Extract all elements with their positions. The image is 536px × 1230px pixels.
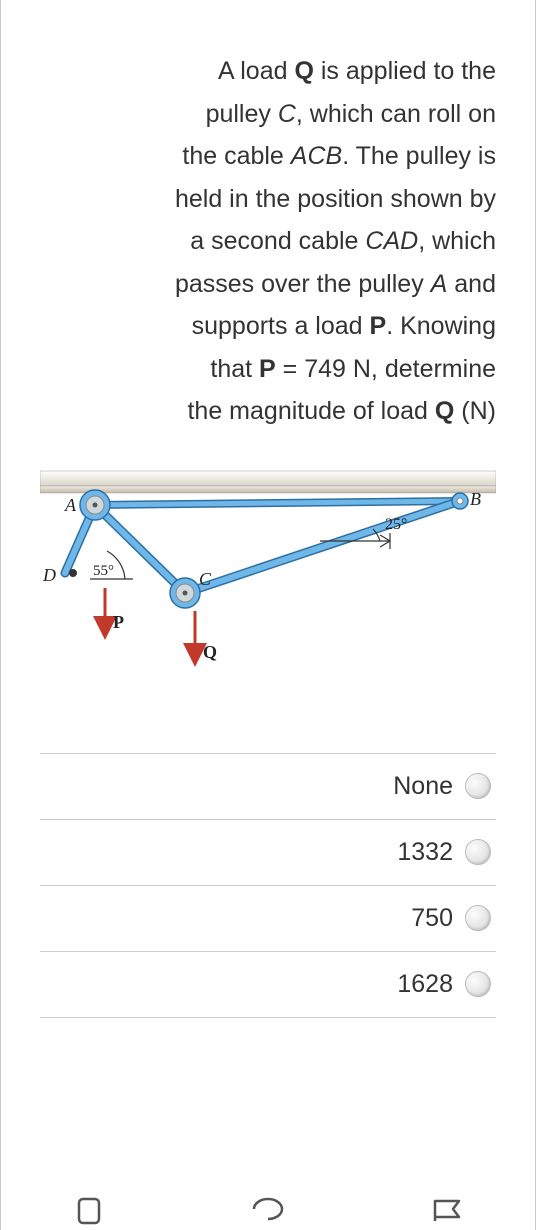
pulley-diagram: A B C D P Q 25° 55°: [40, 463, 496, 733]
svg-text:P: P: [113, 612, 124, 632]
svg-text:A: A: [64, 495, 77, 515]
svg-text:D: D: [42, 565, 56, 585]
svg-text:55°: 55°: [93, 563, 114, 579]
flag-icon[interactable]: [427, 1195, 467, 1225]
bookmark-icon[interactable]: [69, 1195, 109, 1225]
bottom-toolbar: [0, 1195, 536, 1230]
chat-icon[interactable]: [248, 1195, 288, 1225]
svg-text:Q: Q: [203, 642, 217, 662]
svg-text:C: C: [199, 569, 212, 589]
svg-text:B: B: [470, 489, 481, 509]
svg-text:25°: 25°: [385, 516, 407, 533]
